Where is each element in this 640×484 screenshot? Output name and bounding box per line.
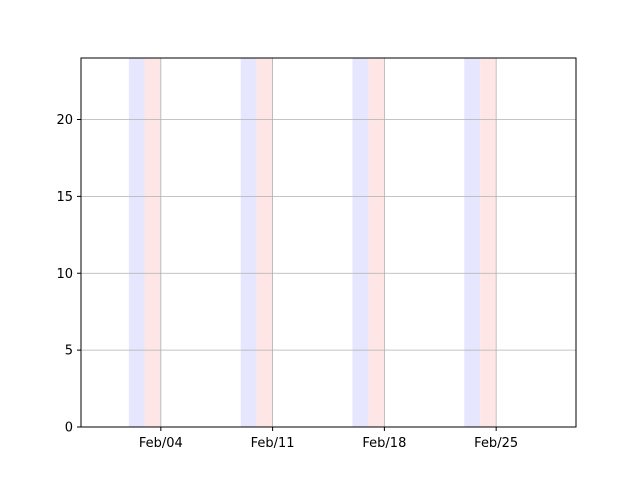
axes bbox=[80, 57, 577, 428]
shaded-band-5 bbox=[368, 58, 385, 427]
x-tick-label-3: Feb/25 bbox=[474, 436, 518, 451]
x-tick-label-1: Feb/11 bbox=[251, 436, 295, 451]
shaded-bands bbox=[128, 58, 497, 427]
y-gridlines bbox=[81, 58, 576, 427]
shaded-band-2 bbox=[240, 58, 257, 427]
shaded-band-3 bbox=[256, 58, 273, 427]
y-tick-label-1: 5 bbox=[65, 344, 73, 359]
shaded-band-4 bbox=[352, 58, 369, 427]
shaded-band-1 bbox=[144, 58, 161, 427]
y-tick-label-0: 0 bbox=[65, 421, 73, 436]
tick-labels: 0 5 10 15 20 Feb/04 Feb/11 Feb/18 Feb/25 bbox=[56, 113, 518, 451]
shaded-band-0 bbox=[128, 58, 145, 427]
y-tick-label-3: 15 bbox=[56, 190, 73, 205]
y-tick-label-4: 20 bbox=[56, 113, 73, 128]
y-tick-label-2: 10 bbox=[56, 267, 73, 282]
shaded-band-6 bbox=[464, 58, 481, 427]
plot-frame bbox=[80, 57, 577, 428]
x-tick-label-2: Feb/18 bbox=[362, 436, 406, 451]
shaded-band-7 bbox=[480, 58, 497, 427]
x-tick-label-0: Feb/04 bbox=[139, 436, 183, 451]
